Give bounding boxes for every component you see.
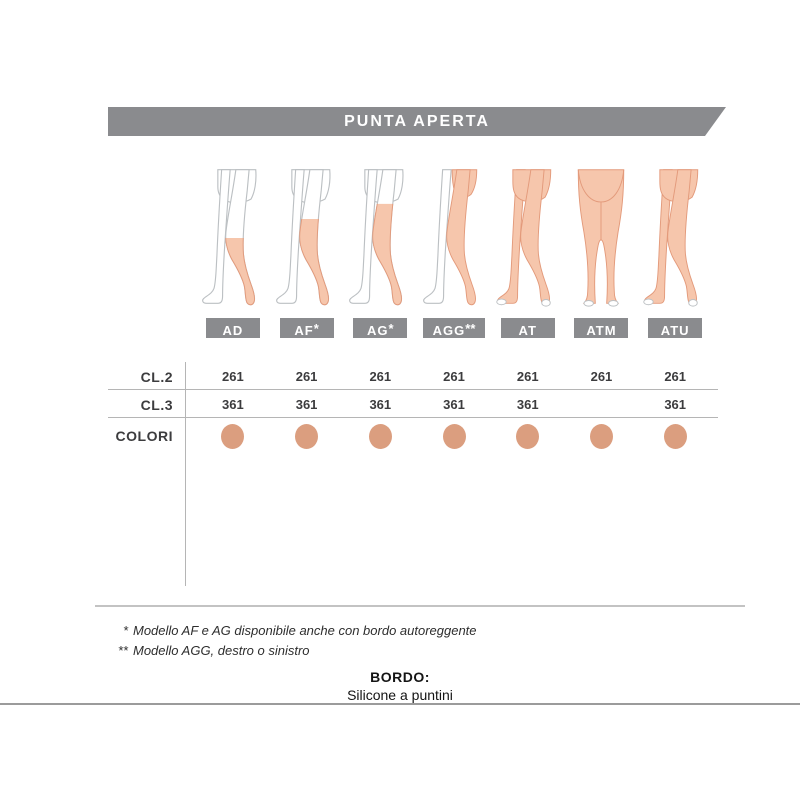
footer-divider	[95, 605, 745, 607]
leg-illustration-ag	[343, 158, 417, 312]
cl2-value-agg: 261	[443, 369, 465, 384]
model-chip-label: ATU	[660, 323, 690, 338]
footnote-1: * Modello AF e AG disponibile anche con …	[95, 621, 477, 641]
model-chip-sup: **	[465, 321, 476, 336]
cl2-value-atm: 261	[590, 369, 613, 384]
color-dot-af	[295, 424, 319, 449]
bordo-block: BORDO: Silicone a puntini	[0, 669, 800, 703]
model-chip-at: AT	[500, 318, 555, 338]
model-chip-sup: *	[388, 321, 394, 336]
model-chip-ag: AG*	[353, 318, 408, 338]
leg-illustration-atm	[565, 158, 639, 312]
model-chip-atm: ATM	[574, 318, 629, 338]
cl2-value-af: 261	[295, 369, 318, 384]
model-chip-label: AGG	[432, 323, 466, 338]
model-chip-label: AT	[518, 323, 537, 338]
model-labels-row: AD AF* AG* AGG** AT ATM ATU	[196, 318, 712, 338]
row-cl3-values: 361 361 361 361 361 361	[196, 397, 712, 412]
row-cl2-values: 261 261 261 261 261 261 261	[196, 369, 712, 384]
model-chip-label: AD	[222, 323, 244, 338]
model-chip-ad: AD	[205, 318, 260, 338]
model-chip-label: ATM	[586, 323, 617, 338]
leg-illustration-af	[270, 158, 344, 312]
model-chip-label: AF	[294, 323, 314, 338]
leg-illustration-ad	[196, 158, 270, 312]
cl3-value-atu: 361	[664, 397, 687, 412]
model-chip-sup: *	[313, 321, 319, 336]
color-dot-atm	[589, 424, 613, 449]
cl3-value-agg: 361	[443, 397, 465, 412]
table-row-divider-2	[108, 417, 718, 418]
leg-illustrations-row	[196, 158, 712, 312]
cl2-value-atu: 261	[664, 369, 687, 384]
color-dot-ag	[368, 424, 392, 449]
row-header-colori: COLORI	[115, 428, 173, 444]
table-vertical-divider	[185, 362, 186, 586]
row-colori-dots	[196, 424, 712, 449]
section-banner: PUNTA APERTA	[108, 107, 726, 136]
footnotes: * Modello AF e AG disponibile anche con …	[95, 621, 477, 661]
leg-illustration-atu	[638, 158, 712, 312]
leg-illustration-at	[491, 158, 565, 312]
page-bottom-divider	[0, 703, 800, 705]
footnote-1-text: Modello AF e AG disponibile anche con bo…	[133, 623, 477, 638]
color-dot-ad	[221, 424, 245, 449]
cl3-value-af: 361	[295, 397, 318, 412]
cl3-value-ad: 361	[222, 397, 244, 412]
row-header-cl3: CL.3	[140, 397, 173, 413]
cl2-value-ag: 261	[369, 369, 392, 384]
row-header-cl2: CL.2	[140, 369, 173, 385]
model-chip-agg: AGG**	[422, 318, 486, 338]
color-dot-at	[516, 424, 540, 449]
model-chip-atu: ATU	[648, 318, 703, 338]
leg-illustration-agg	[417, 158, 491, 312]
footnote-2: ** Modello AGG, destro o sinistro	[95, 641, 477, 661]
color-dot-atu	[663, 424, 687, 449]
color-dot-agg	[442, 424, 466, 449]
cl3-value-atm	[565, 397, 639, 412]
footnote-2-marker: **	[117, 643, 128, 658]
model-chip-label: AG	[367, 323, 389, 338]
footnote-2-text: Modello AGG, destro o sinistro	[133, 643, 310, 658]
bordo-title: BORDO:	[370, 669, 430, 685]
cl3-value-at: 361	[516, 397, 539, 412]
section-banner-title: PUNTA APERTA	[344, 112, 490, 130]
cl2-value-at: 261	[516, 369, 539, 384]
model-chip-af: AF*	[279, 318, 334, 338]
bordo-subtitle: Silicone a puntini	[347, 687, 453, 703]
table-row-divider-1	[108, 389, 718, 390]
cl3-value-ag: 361	[369, 397, 392, 412]
footnote-1-marker: *	[122, 623, 128, 638]
cl2-value-ad: 261	[222, 369, 244, 384]
